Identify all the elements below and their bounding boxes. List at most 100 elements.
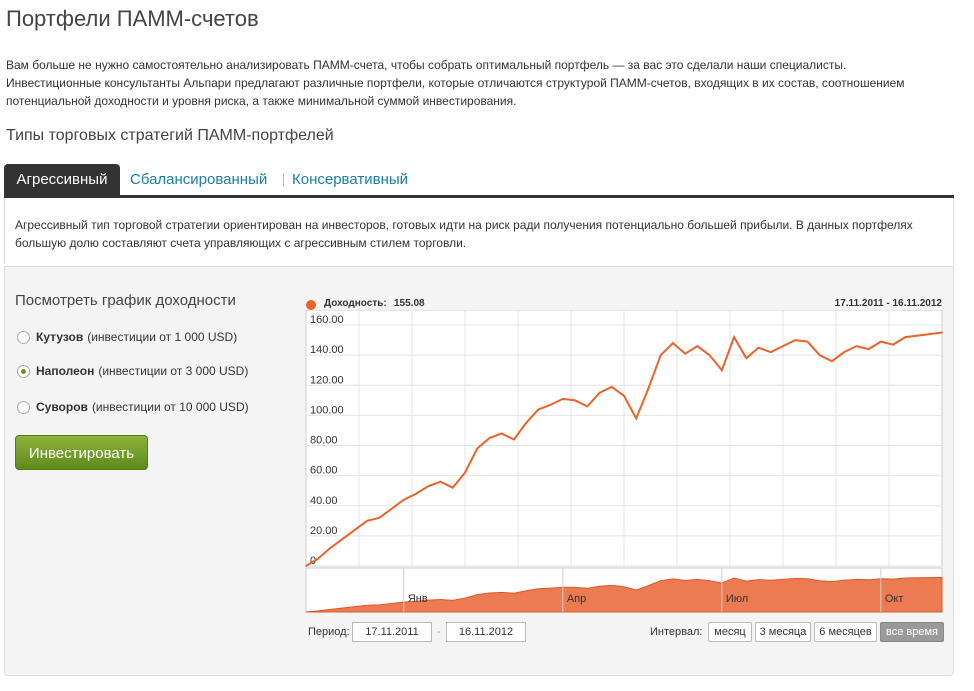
page-title: Портфели ПАММ-счетов: [6, 6, 259, 31]
data-point: [427, 485, 430, 487]
data-point: [892, 343, 894, 346]
data-point: [635, 417, 638, 420]
y-tick-label: 140.00: [310, 344, 344, 356]
data-point: [513, 438, 515, 441]
radio-button-checked[interactable]: [17, 364, 30, 378]
description-line: большую долю составляют счета управляющи…: [15, 236, 467, 250]
data-point: [366, 520, 368, 522]
data-point: [623, 395, 625, 397]
date-dash: -: [437, 626, 441, 638]
tab-balanced[interactable]: Сбалансированный: [130, 171, 268, 188]
interval-label: Интервал:: [650, 626, 703, 638]
intro-line: потенциальной доходности и уровня риска,…: [6, 94, 517, 108]
option-name: Кутузов: [36, 330, 84, 344]
portfolio-option-kutuzov[interactable]: Кутузов (инвестиции от 1 000 USD): [17, 330, 237, 344]
portfolio-option-napoleon[interactable]: Наполеон (инвестиции от 3 000 USD): [17, 364, 248, 378]
chart-canvas: 020.0040.0060.0080.00100.00120.00140.001…: [305, 310, 943, 613]
interval-3-months-button[interactable]: 3 месяца: [755, 622, 811, 642]
data-point: [757, 346, 760, 349]
date-to-input[interactable]: 16.11.2012: [446, 622, 526, 642]
x-axis-label: Апр: [567, 593, 586, 605]
interval-all-time-button[interactable]: все время: [880, 622, 944, 642]
data-point: [354, 529, 356, 531]
description-line: Агрессивный тип торговой стратегии ориен…: [15, 218, 913, 232]
portfolio-option-suvorov[interactable]: Суворов (инвестиции от 10 000 USD): [17, 400, 249, 414]
intro-line: Вам больше не нужно самостоятельно анали…: [6, 58, 847, 72]
radio-button[interactable]: [17, 400, 30, 414]
data-point: [708, 354, 711, 356]
profit-chart: Доходность: 155.08 17.11.2011 - 16.11.20…: [300, 294, 946, 674]
data-point: [647, 387, 650, 390]
data-point: [659, 354, 662, 356]
y-tick-label: 120.00: [310, 374, 344, 386]
data-point: [610, 386, 613, 388]
data-point: [500, 432, 503, 435]
tab-aggressive[interactable]: Агрессивный: [4, 164, 120, 195]
data-point: [390, 507, 393, 510]
date-from-input[interactable]: 17.11.2011: [352, 622, 432, 642]
data-point: [696, 345, 699, 347]
data-point: [562, 398, 564, 400]
data-point: [341, 538, 344, 540]
data-point: [549, 404, 552, 406]
legend-value: 155.08: [394, 298, 425, 309]
strategy-description: Агрессивный тип торговой стратегии ориен…: [4, 198, 954, 264]
data-point: [818, 354, 821, 356]
data-point: [598, 392, 601, 394]
tab-separator: [283, 173, 284, 187]
option-name: Наполеон: [36, 364, 95, 378]
data-point: [843, 351, 845, 353]
radio-button[interactable]: [17, 330, 30, 344]
option-name: Суворов: [36, 400, 88, 414]
y-tick-label: 20.00: [310, 525, 338, 537]
x-axis-label: Окт: [885, 593, 904, 605]
data-point: [464, 471, 466, 474]
x-axis-label: Янв: [408, 593, 428, 605]
data-point: [525, 422, 527, 424]
data-point: [403, 498, 405, 501]
strategy-tabs: Агрессивный Сбалансированный Консерватив…: [4, 164, 954, 198]
data-point: [488, 437, 491, 439]
option-note: (инвестиции от 3 000 USD): [98, 364, 249, 378]
intro-text: Вам больше не нужно самостоятельно анали…: [6, 56, 956, 110]
data-point: [317, 557, 320, 560]
interval-month-button[interactable]: месяц: [708, 622, 752, 642]
data-point: [855, 345, 858, 347]
data-point: [794, 339, 797, 341]
legend-label: Доходность:: [324, 298, 387, 309]
data-point: [305, 565, 307, 567]
data-point: [916, 334, 919, 337]
data-point: [867, 348, 870, 350]
y-tick-label: 80.00: [310, 435, 338, 447]
date-range-label: 17.11.2011 - 16.11.2012: [834, 298, 942, 309]
data-point: [537, 408, 540, 411]
data-point: [586, 405, 589, 408]
data-point: [451, 486, 454, 489]
data-point: [941, 331, 943, 334]
data-point: [831, 360, 833, 362]
data-point: [904, 336, 907, 338]
section-title: Типы торговых стратегий ПАММ-портфелей: [6, 127, 334, 144]
y-tick-label: 40.00: [310, 495, 338, 507]
y-tick-label: 160.00: [310, 314, 344, 326]
y-tick-label: 60.00: [310, 465, 338, 477]
data-point: [721, 369, 723, 372]
y-tick-label: 100.00: [310, 404, 344, 416]
data-point: [574, 399, 576, 402]
tab-conservative[interactable]: Консервативный: [292, 171, 409, 188]
data-point: [415, 492, 417, 495]
data-point: [880, 340, 882, 343]
interval-6-months-button[interactable]: 6 месяцев: [814, 622, 877, 642]
data-point: [439, 480, 442, 483]
navigator-series: [305, 576, 943, 613]
data-point: [684, 352, 686, 355]
data-point: [329, 547, 332, 549]
invest-button[interactable]: Инвестировать: [15, 435, 148, 470]
period-label: Период:: [308, 626, 350, 638]
data-point: [806, 340, 809, 343]
x-axis-label: Июл: [726, 593, 748, 605]
data-point: [476, 447, 479, 450]
chart-controls: Период: 17.11.2011 - 16.11.2012 Интервал…: [300, 622, 946, 644]
intro-line: Инвестиционные консультанты Альпари пред…: [6, 76, 905, 90]
graph-title: Посмотреть график доходности: [15, 292, 236, 309]
